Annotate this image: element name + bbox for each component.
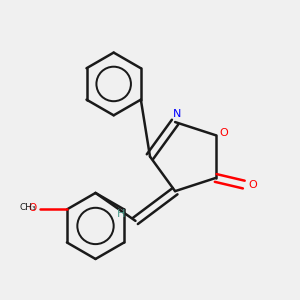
Text: H: H [116, 209, 125, 219]
Text: O: O [28, 203, 36, 213]
Text: CH₃: CH₃ [19, 203, 36, 212]
Text: O: O [220, 128, 228, 138]
Text: O: O [249, 180, 257, 190]
Text: N: N [172, 109, 181, 119]
